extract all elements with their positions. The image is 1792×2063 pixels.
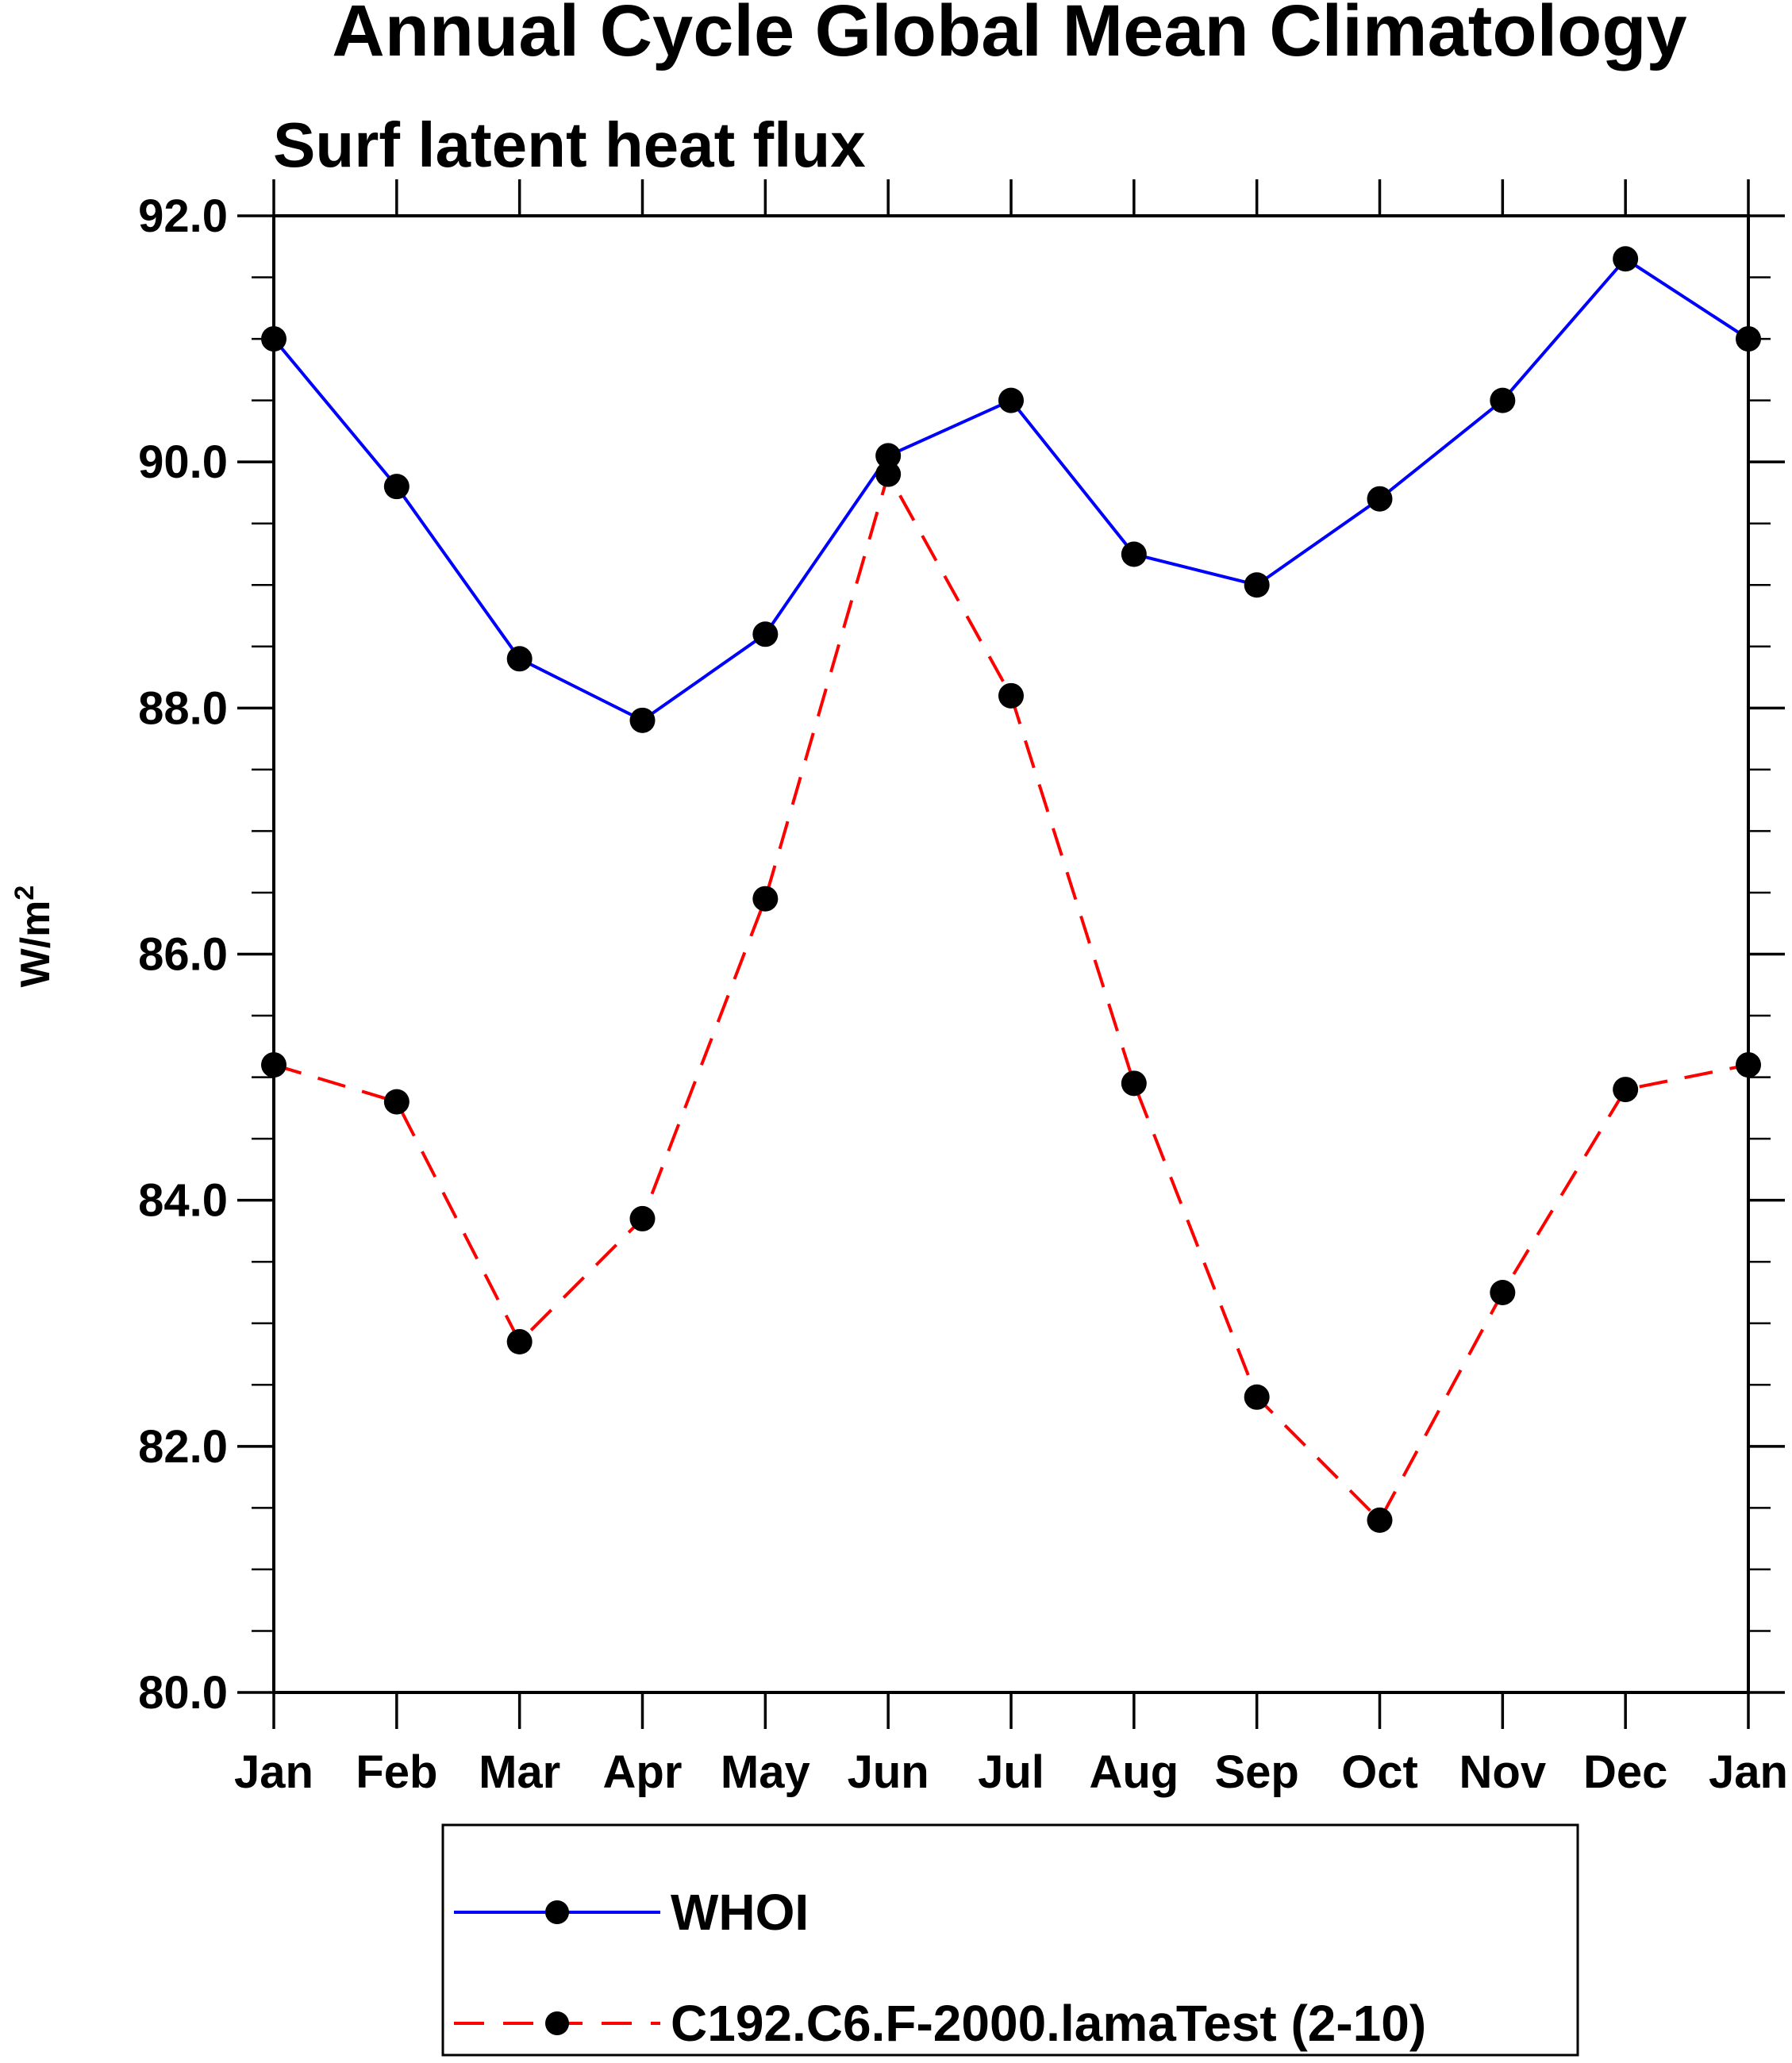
data-point: [383, 1089, 410, 1115]
x-tick-label: Jul: [978, 1746, 1044, 1798]
data-point: [1736, 326, 1761, 352]
legend-item-1: WHOI: [454, 1884, 809, 1941]
data-point: [1367, 486, 1393, 512]
data-point: [1121, 541, 1147, 567]
legend-marker: [545, 2011, 569, 2035]
y-axis-label: W/m2: [10, 886, 59, 988]
y-tick-label: 90.0: [138, 436, 228, 488]
data-point: [629, 1205, 656, 1231]
x-tick-label: Jan: [234, 1746, 313, 1798]
x-tick-label: Mar: [479, 1746, 560, 1798]
x-tick-label: Aug: [1089, 1746, 1179, 1798]
legend: WHOI C192.C6.F-2000.lamaTest (2-10): [441, 1823, 1579, 2057]
legend-marker: [545, 1900, 569, 1924]
data-point: [1244, 1384, 1270, 1410]
data-point: [1613, 246, 1639, 272]
chart-title: Annual Cycle Global Mean Climatology: [332, 0, 1686, 71]
data-point: [875, 443, 902, 469]
x-tick-label: Jan: [1709, 1746, 1788, 1798]
data-point: [1244, 572, 1270, 598]
data-point: [752, 621, 779, 647]
data-point: [506, 1329, 533, 1355]
data-point: [1121, 1070, 1147, 1097]
series-1: [261, 246, 1761, 733]
data-point: [261, 326, 286, 352]
x-tick-label: Oct: [1341, 1746, 1418, 1798]
legend-label: WHOI: [671, 1884, 809, 1941]
legend-item-2: C192.C6.F-2000.lamaTest (2-10): [454, 1995, 1426, 2052]
series-layer: [261, 246, 1761, 1533]
series-line: [273, 470, 1749, 1523]
y-axis: 80.0 82.0 84.0 86.0 88.0 90.0 92.0: [138, 190, 1785, 1719]
data-point: [1367, 1507, 1393, 1533]
plot-frame: [272, 214, 1750, 1694]
data-point: [998, 682, 1024, 709]
data-point: [261, 1052, 286, 1078]
data-point: [383, 474, 410, 500]
y-tick-label: 82.0: [138, 1421, 228, 1473]
series-2: [261, 461, 1761, 1533]
chart-subtitle: Surf latent heat flux: [273, 109, 866, 180]
x-tick-label: Feb: [356, 1746, 437, 1798]
data-point: [752, 886, 779, 912]
data-point: [629, 707, 656, 733]
x-tick-label: Nov: [1459, 1746, 1547, 1798]
x-tick-label: Apr: [603, 1746, 683, 1798]
data-point: [1736, 1052, 1761, 1078]
x-tick-label: May: [721, 1746, 810, 1798]
y-tick-label: 80.0: [138, 1667, 228, 1719]
series-line: [272, 256, 1750, 723]
y-tick-label: 84.0: [138, 1175, 228, 1227]
data-point: [1490, 387, 1516, 413]
x-tick-label: Jun: [848, 1746, 929, 1798]
x-axis: Jan Feb Mar Apr May Jun Jul Aug Sep Oct Nov Dec Jan: [234, 179, 1788, 1798]
y-tick-label: 88.0: [138, 682, 228, 734]
data-point: [506, 646, 533, 672]
x-tick-label: Sep: [1214, 1746, 1298, 1798]
legend-label: C192.C6.F-2000.lamaTest (2-10): [671, 1995, 1426, 2052]
data-point: [1490, 1279, 1516, 1305]
legend-box: [441, 1823, 1579, 2057]
data-point: [1613, 1077, 1639, 1103]
plot-border: [272, 214, 1750, 1694]
y-tick-label: 92.0: [138, 190, 228, 242]
x-tick-label: Dec: [1583, 1746, 1667, 1798]
data-point: [998, 387, 1024, 413]
y-tick-label: 86.0: [138, 929, 228, 981]
data-point: [875, 461, 902, 487]
